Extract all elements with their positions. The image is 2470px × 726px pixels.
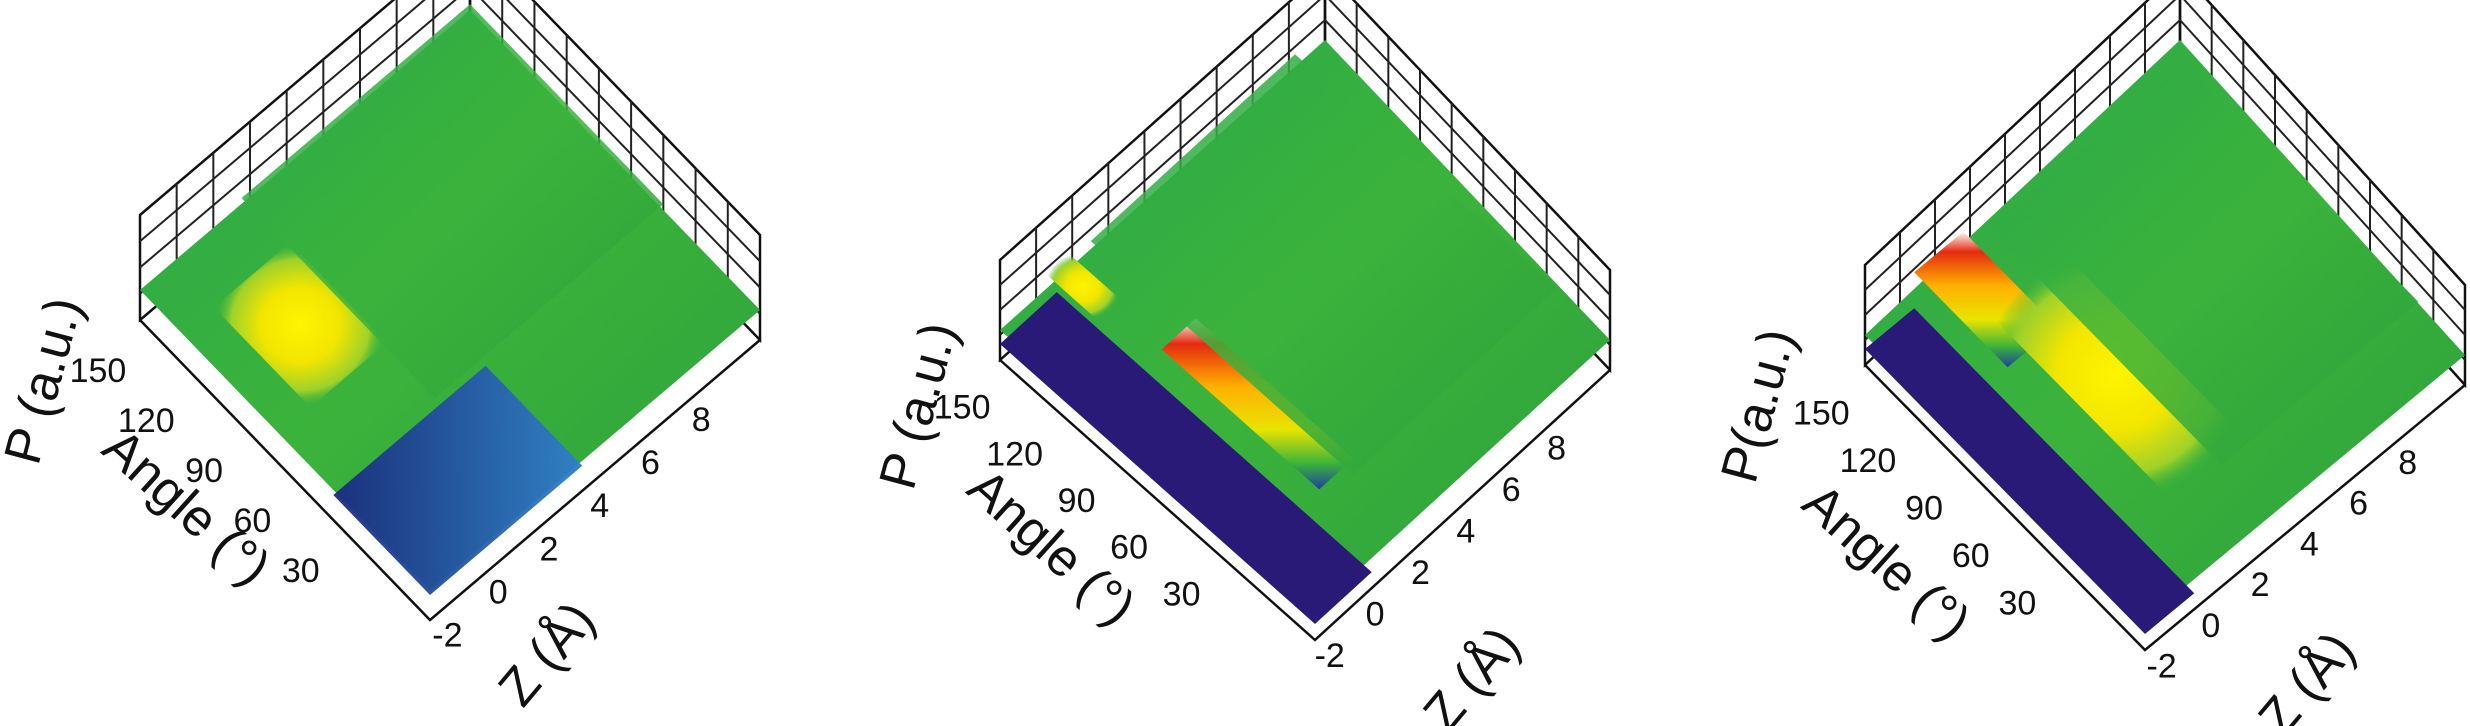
surface-feature [1161, 318, 1354, 490]
angle-tick-label: 120 [1840, 442, 1897, 480]
surface-feature [1985, 248, 2247, 501]
wall-grid-line [999, 18, 1611, 321]
z-tick-label: 8 [692, 401, 711, 439]
z-tick-label: 8 [1547, 430, 1566, 468]
z-tick-label: 0 [2201, 607, 2220, 645]
surface-feature [1865, 308, 2195, 634]
angle-tick-label: 120 [986, 435, 1043, 473]
z-axis-label: Z (Å) [1413, 616, 1532, 726]
floor-front-edge [1864, 364, 2466, 652]
z-tick-label: 2 [2251, 566, 2270, 604]
wall-grid-line [999, 0, 1611, 296]
z-tick-label: 2 [539, 530, 558, 568]
angle-tick-label: 90 [1905, 490, 1943, 528]
angle-tick-label: 120 [118, 402, 175, 440]
angle-tick-label: 60 [234, 502, 272, 540]
angle-tick-label: 60 [1110, 529, 1148, 567]
z-tick-label: 6 [641, 444, 660, 482]
angle-tick-label: 30 [1999, 585, 2037, 623]
wall-grid-line [139, 0, 761, 289]
angle-tick-label: 150 [70, 352, 127, 390]
z-tick-label: -2 [2146, 648, 2176, 686]
z-tick-label: 6 [2349, 485, 2368, 523]
surface-feature [1090, 54, 1558, 475]
surface-feature [1045, 252, 1121, 321]
floor-front-edge [139, 319, 761, 622]
z-tick-label: 4 [2300, 525, 2319, 563]
angle-tick-label: 150 [1793, 395, 1850, 433]
angle-tick-label: 150 [934, 389, 991, 427]
z-tick-label: 0 [1366, 596, 1385, 634]
wall-grid-line [1864, 18, 2466, 336]
z-tick-label: -2 [432, 616, 462, 654]
surface-feature [241, 4, 664, 399]
angle-tick-label: 30 [282, 552, 320, 590]
surface-feature [1000, 292, 1372, 624]
surface-feature [1988, 64, 2419, 465]
angle-tick-label: 90 [1058, 482, 1096, 520]
surface-feature [213, 242, 387, 408]
floor-front-edge [999, 359, 1611, 642]
angle-tick-label: 90 [185, 452, 223, 490]
z-axis-label: Z (Å) [2248, 621, 2367, 726]
wall-grid-line [1864, 0, 2466, 311]
z-tick-label: 4 [1456, 513, 1475, 551]
z-tick-label: 0 [489, 573, 508, 611]
angle-tick-label: 60 [1952, 537, 1990, 575]
z-tick-label: 8 [2398, 444, 2417, 482]
surface-feature [333, 365, 583, 595]
z-tick-label: 2 [1411, 554, 1430, 592]
z-tick-label: 4 [590, 487, 609, 525]
wall-grid-line [139, 0, 761, 262]
z-tick-label: 6 [1502, 471, 1521, 509]
angle-tick-label: 30 [1163, 575, 1201, 613]
z-tick-label: -2 [1315, 637, 1345, 675]
